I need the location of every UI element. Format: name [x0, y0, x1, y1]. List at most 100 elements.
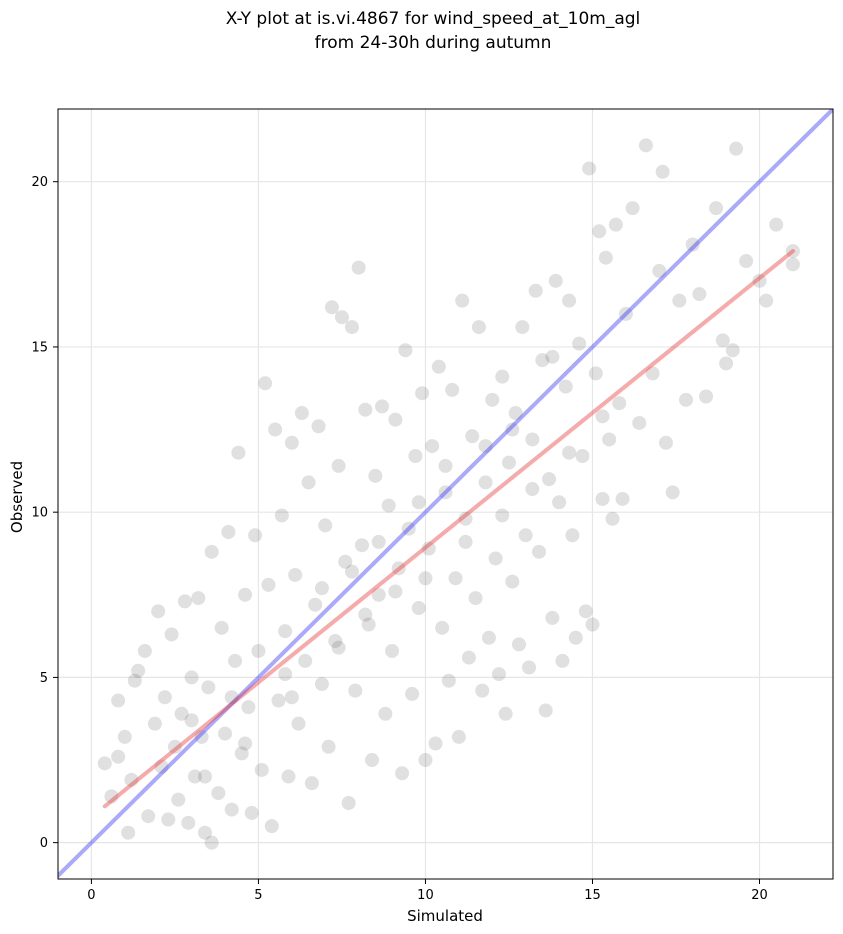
scatter-point [405, 686, 420, 701]
scatter-point [465, 429, 480, 444]
y-tick-label: 0 [40, 836, 48, 851]
scatter-point [97, 756, 112, 771]
scatter-point [491, 667, 506, 682]
plot-area-frame [57, 108, 834, 880]
scatter-point [729, 141, 744, 156]
scatter-point [441, 673, 456, 688]
scatter-point [485, 392, 500, 407]
scatter-point [278, 667, 293, 682]
scatter-point [151, 604, 166, 619]
scatter-point [535, 353, 550, 368]
scatter-point [314, 581, 329, 596]
scatter-point [238, 736, 253, 751]
gridlines [58, 109, 833, 879]
scatter-point [709, 201, 724, 216]
scatter-point [171, 792, 186, 807]
scatter-point [251, 643, 266, 658]
scatter-point [585, 617, 600, 632]
scatter-point [562, 445, 577, 460]
scatter-point [378, 706, 393, 721]
scatter-point [311, 419, 326, 434]
scatter-point [274, 508, 289, 523]
scatter-point [388, 584, 403, 599]
scatter-point [562, 293, 577, 308]
scatter-point [451, 729, 466, 744]
scatter-point [221, 525, 236, 540]
scatter-point [592, 224, 607, 239]
scatter-point [458, 534, 473, 549]
scatter-point [298, 653, 313, 668]
scatter-point [595, 409, 610, 424]
scatter-point [358, 402, 373, 417]
scatter-point [445, 382, 460, 397]
scatter-point [418, 571, 433, 586]
scatter-point [481, 630, 496, 645]
scatter-point [164, 627, 179, 642]
scatter-point [301, 475, 316, 490]
scatter-point [475, 683, 490, 698]
scatter-point [278, 624, 293, 639]
scatter-point [605, 511, 620, 526]
scatter-point [371, 534, 386, 549]
scatter-point [334, 310, 349, 325]
y-tick-label: 20 [31, 175, 48, 190]
scatter-point [785, 257, 800, 272]
scatter-point [234, 746, 249, 761]
x-tick-label: 20 [751, 888, 768, 903]
scatter-point [511, 637, 526, 652]
scatter-point [598, 250, 613, 265]
scatter-point [545, 349, 560, 364]
scatter-point [759, 293, 774, 308]
x-tick-label: 0 [87, 888, 95, 903]
scatter-point [131, 663, 146, 678]
scatter-point [495, 508, 510, 523]
scatter-point [665, 485, 680, 500]
scatter-point [505, 422, 520, 437]
reference-lines [58, 109, 833, 878]
y-tick-label: 5 [40, 671, 48, 686]
scatter-point [388, 412, 403, 427]
x-tick-label: 10 [417, 888, 434, 903]
scatter-point [538, 703, 553, 718]
scatter-point [431, 359, 446, 374]
scatter-point [618, 306, 633, 321]
scatter-point [314, 677, 329, 692]
scatter-point [375, 399, 390, 414]
one-to-one-line [58, 109, 833, 878]
scatter-point [411, 601, 426, 616]
scatter-point [344, 564, 359, 579]
scatter-point [244, 805, 259, 820]
scatter-point [111, 693, 126, 708]
scatter-point [341, 795, 356, 810]
scatter-point [725, 343, 740, 358]
scatter-point [565, 528, 580, 543]
chart-title-group: X-Y plot at is.vi.4867 for wind_speed_at… [226, 9, 641, 53]
scatter-point [679, 392, 694, 407]
scatter-point [501, 455, 516, 470]
scatter-point [324, 300, 339, 315]
scatter-point [548, 273, 563, 288]
scatter-point [258, 376, 273, 391]
scatter-point [421, 541, 436, 556]
scatter-point [121, 825, 136, 840]
scatter-point [468, 591, 483, 606]
scatter-point [418, 753, 433, 768]
scatter-point [508, 406, 523, 421]
scatter-point [304, 776, 319, 791]
scatter-point [218, 726, 233, 741]
scatter-point [425, 439, 440, 454]
axis-ticks: 0 5 10 15 20 0 5 10 15 20 [31, 175, 767, 903]
scatter-point [658, 435, 673, 450]
x-tick-label: 5 [254, 888, 262, 903]
scatter-point [197, 825, 212, 840]
scatter-point [715, 333, 730, 348]
scatter-point [261, 577, 276, 592]
scatter-point [204, 544, 219, 559]
scatter-point [174, 706, 189, 721]
y-tick-label: 15 [31, 340, 48, 355]
scatter-point [632, 415, 647, 430]
scatter-point [197, 769, 212, 784]
scatter-point [542, 472, 557, 487]
scatter-point [318, 518, 333, 533]
